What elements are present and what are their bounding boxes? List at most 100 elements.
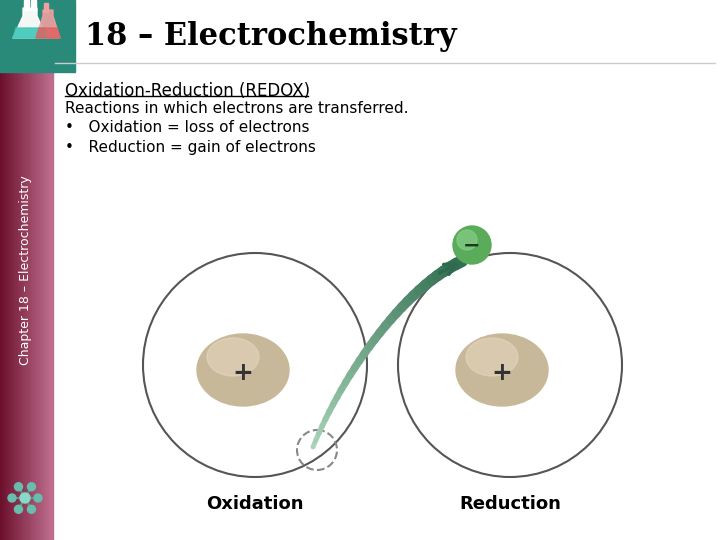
Bar bbox=[12, 0, 14, 540]
Bar bbox=[17, 0, 18, 540]
Bar bbox=[0, 0, 1, 540]
Ellipse shape bbox=[207, 338, 259, 376]
Circle shape bbox=[8, 494, 16, 502]
Bar bbox=[47, 0, 48, 540]
Bar bbox=[25, 0, 27, 540]
Bar bbox=[46, 0, 47, 540]
Bar bbox=[24, 0, 29, 10]
Bar bbox=[50, 0, 51, 540]
Bar bbox=[7, 0, 9, 540]
Bar bbox=[34, 0, 35, 540]
Bar bbox=[31, 0, 32, 540]
Bar bbox=[15, 0, 16, 540]
Circle shape bbox=[453, 226, 491, 264]
Bar bbox=[9, 0, 10, 540]
Bar bbox=[14, 0, 15, 540]
Bar bbox=[14, 0, 16, 540]
Bar bbox=[16, 0, 17, 540]
Bar bbox=[16, 0, 17, 540]
Bar bbox=[38, 0, 40, 540]
Bar bbox=[20, 0, 22, 540]
Bar bbox=[19, 0, 21, 540]
Bar bbox=[2, 0, 3, 540]
Bar bbox=[26, 0, 27, 540]
Text: Reduction: Reduction bbox=[459, 495, 561, 513]
Text: Chapter 18 – Electrochemistry: Chapter 18 – Electrochemistry bbox=[19, 175, 32, 365]
Bar bbox=[18, 0, 19, 540]
Bar bbox=[18, 0, 19, 540]
Text: •   Reduction = gain of electrons: • Reduction = gain of electrons bbox=[65, 140, 316, 155]
Bar bbox=[6, 0, 8, 540]
Bar bbox=[24, 0, 25, 540]
Bar bbox=[27, 0, 28, 540]
Bar bbox=[3, 0, 4, 540]
Bar bbox=[30, 0, 31, 540]
Circle shape bbox=[457, 230, 477, 250]
Bar bbox=[32, 0, 33, 540]
Text: +: + bbox=[492, 361, 513, 385]
Bar bbox=[44, 3, 48, 12]
Bar bbox=[45, 0, 46, 540]
Polygon shape bbox=[36, 28, 60, 38]
Bar bbox=[46, 0, 48, 540]
Bar bbox=[13, 0, 14, 540]
Bar bbox=[12, 0, 13, 540]
Text: •   Oxidation = loss of electrons: • Oxidation = loss of electrons bbox=[65, 120, 310, 135]
Bar bbox=[29, 0, 30, 540]
Bar bbox=[24, 0, 25, 540]
Bar bbox=[52, 0, 53, 540]
Circle shape bbox=[14, 483, 22, 491]
Bar bbox=[40, 0, 42, 540]
Circle shape bbox=[34, 494, 42, 502]
Bar bbox=[33, 0, 34, 540]
Bar bbox=[4, 0, 5, 540]
Bar bbox=[19, 0, 20, 540]
Bar bbox=[39, 0, 40, 540]
Bar bbox=[49, 0, 50, 540]
Bar bbox=[9, 0, 10, 540]
Bar bbox=[37, 0, 38, 540]
Bar bbox=[41, 0, 42, 540]
Bar bbox=[1, 0, 3, 540]
Polygon shape bbox=[13, 8, 47, 38]
Bar bbox=[4, 0, 6, 540]
Bar bbox=[48, 0, 49, 540]
Bar bbox=[45, 0, 46, 540]
Bar bbox=[31, 0, 36, 10]
Bar bbox=[50, 0, 51, 540]
Polygon shape bbox=[36, 10, 60, 38]
Bar bbox=[36, 0, 37, 540]
Circle shape bbox=[27, 483, 35, 491]
Bar bbox=[40, 0, 41, 540]
Bar bbox=[25, 0, 26, 540]
Bar bbox=[51, 0, 52, 540]
Polygon shape bbox=[13, 28, 47, 38]
Text: Reactions in which electrons are transferred.: Reactions in which electrons are transfe… bbox=[65, 101, 408, 116]
Bar bbox=[48, 0, 50, 540]
Bar bbox=[6, 0, 7, 540]
Bar bbox=[17, 0, 18, 540]
Bar bbox=[22, 0, 23, 540]
Ellipse shape bbox=[197, 334, 289, 406]
Circle shape bbox=[27, 505, 35, 513]
Bar bbox=[35, 0, 37, 540]
Bar bbox=[31, 0, 32, 540]
Bar bbox=[29, 0, 30, 540]
Circle shape bbox=[14, 505, 22, 513]
Bar bbox=[37, 0, 38, 540]
Bar bbox=[33, 0, 35, 540]
Bar bbox=[27, 0, 29, 540]
Bar bbox=[0, 0, 75, 72]
Text: 18 – Electrochemistry: 18 – Electrochemistry bbox=[85, 21, 456, 51]
Bar bbox=[21, 0, 22, 540]
Ellipse shape bbox=[466, 338, 518, 376]
Bar bbox=[1, 0, 2, 540]
Bar bbox=[38, 0, 39, 540]
Bar bbox=[28, 0, 29, 540]
Bar bbox=[23, 0, 24, 540]
Text: Oxidation-Reduction (REDOX): Oxidation-Reduction (REDOX) bbox=[65, 82, 310, 100]
Bar bbox=[44, 0, 45, 540]
Bar bbox=[43, 0, 44, 540]
Bar bbox=[3, 0, 4, 540]
Bar bbox=[8, 0, 9, 540]
